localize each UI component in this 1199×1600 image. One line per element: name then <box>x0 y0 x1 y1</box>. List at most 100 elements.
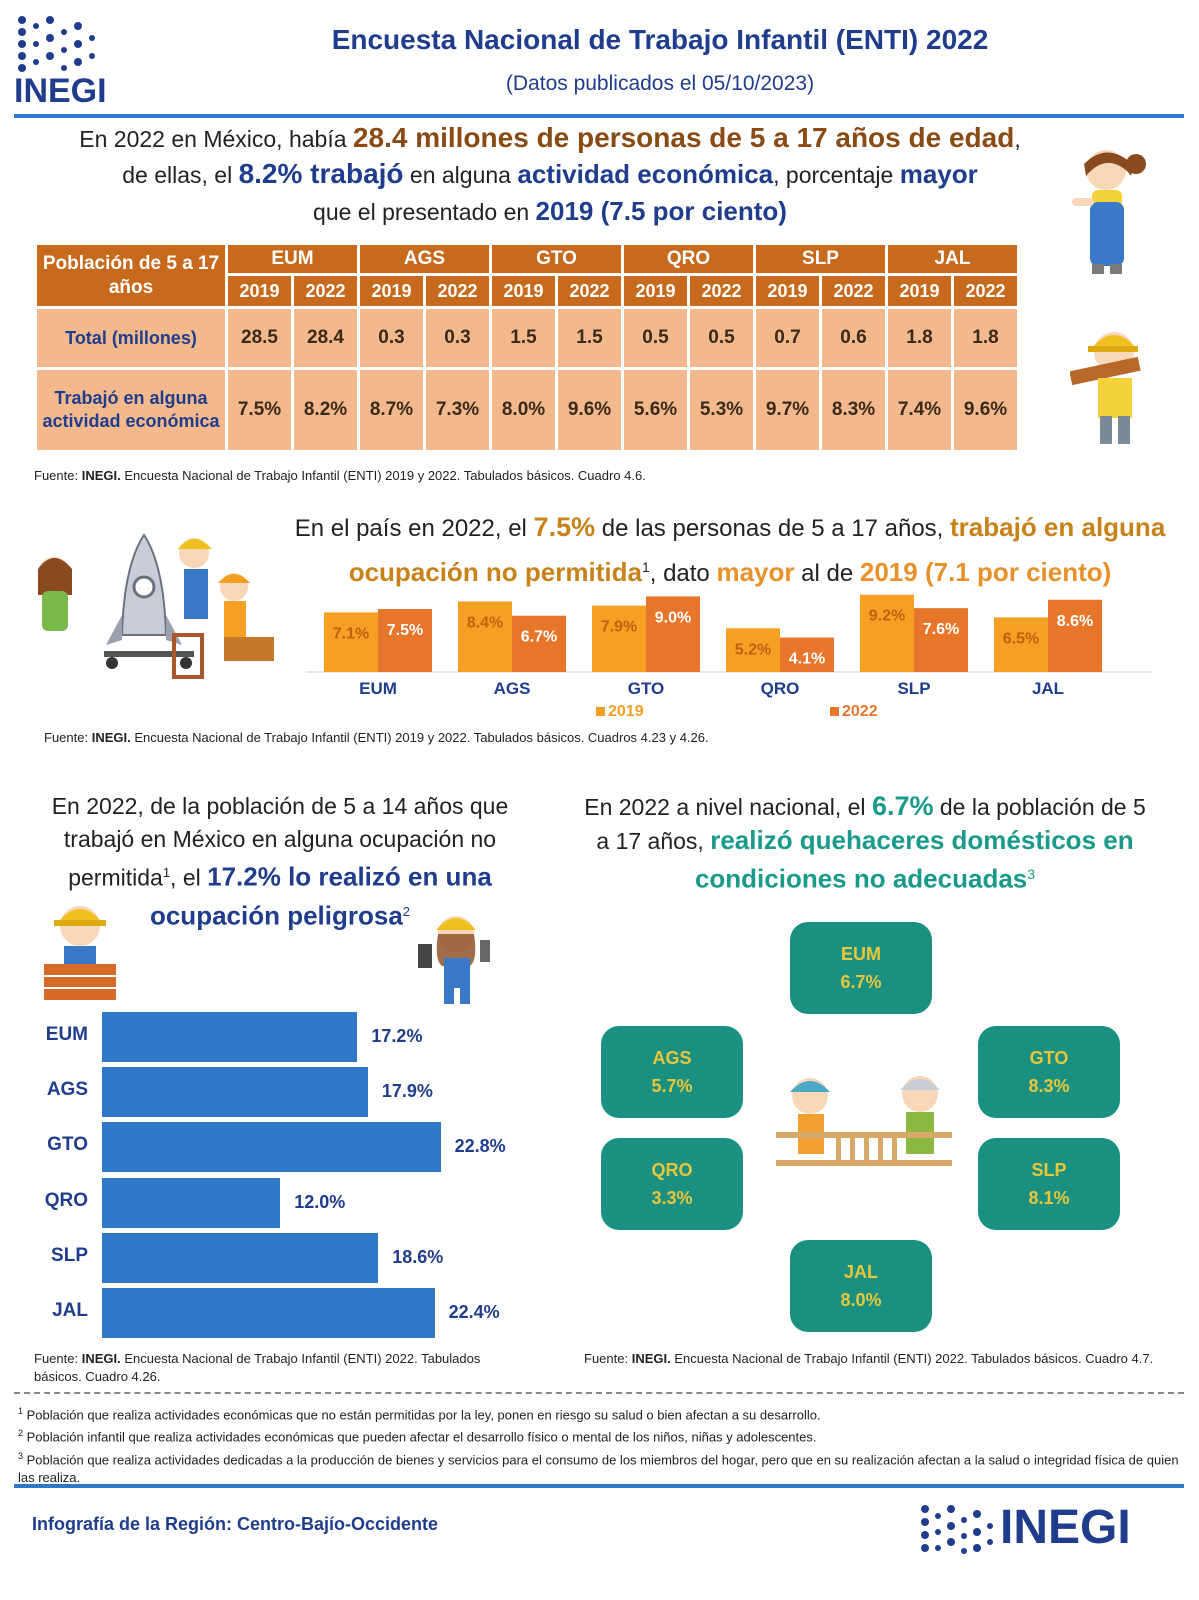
table-cell: 0.6 <box>822 309 885 367</box>
boy-helmet-illustration <box>44 906 116 1000</box>
boy-illustration <box>1070 332 1141 444</box>
footnote-2: 2 Población infantil que realiza activid… <box>18 1428 817 1445</box>
table-cell: 5.3% <box>690 370 753 450</box>
bar-label: 7.6% <box>923 621 959 638</box>
table-year: 2019 <box>624 276 687 306</box>
bar-2022-ags <box>512 615 566 672</box>
hbar-value-label: 18.6% <box>392 1246 444 1267</box>
bar-label: 4.1% <box>789 651 825 668</box>
table-cell: 9.6% <box>558 370 621 450</box>
table-year: 2022 <box>822 276 885 306</box>
table-year: 2022 <box>426 276 489 306</box>
table-year: 2019 <box>492 276 555 306</box>
table-group-qro: QRO <box>624 245 753 273</box>
bar-2019-qro <box>726 628 780 672</box>
notes-divider <box>14 1392 1184 1394</box>
footnote-3: 3 Población que realiza actividades dedi… <box>18 1450 1179 1485</box>
table-cell: 8.3% <box>822 370 885 450</box>
hbar-category-label: JAL <box>52 1300 88 1321</box>
bar-label: 7.5% <box>387 622 423 639</box>
hbar-eum <box>102 1012 358 1062</box>
source-note-boxes: Fuente: INEGI. Encuesta Nacional de Trab… <box>584 1351 1154 1366</box>
table-cell: 5.6% <box>624 370 687 450</box>
bar-label: 6.7% <box>521 629 557 646</box>
hbar-gto <box>102 1122 441 1173</box>
table-cell: 1.8 <box>954 309 1017 367</box>
table-row-label: Total (millones) <box>37 309 225 367</box>
table-cell: 8.7% <box>360 370 423 450</box>
hbar-jal <box>102 1288 435 1338</box>
legend-swatch-2022 <box>830 707 839 716</box>
table-group-ags: AGS <box>360 245 489 273</box>
inegi-logo-dots <box>18 16 95 72</box>
s1-line1: En 2022 en México, había 28.4 millones d… <box>79 122 1021 153</box>
s2-headline: En el país en 2022, el 7.5% de las perso… <box>294 512 1166 587</box>
bar-2022-gto <box>646 596 700 672</box>
table-year: 2022 <box>294 276 357 306</box>
legend-label-2022: 2022 <box>842 703 878 720</box>
footer-divider <box>14 1484 1184 1488</box>
x-tick-label: JAL <box>1032 679 1064 698</box>
hbar-value-label: 22.4% <box>448 1302 500 1322</box>
bar-2019-slp <box>860 594 914 672</box>
table-cell: 7.4% <box>888 370 951 450</box>
hbar-ags <box>102 1067 368 1118</box>
bar-label: 7.9% <box>601 619 637 636</box>
table-header-label: Población de 5 a 17 años <box>37 245 225 306</box>
box-gto: GTO 8.3% <box>978 1026 1120 1118</box>
hbar-value-label: 17.9% <box>381 1081 433 1102</box>
bar-2022-jal <box>1048 599 1102 672</box>
table-cell: 1.5 <box>492 309 555 367</box>
table-cell: 9.6% <box>954 370 1017 450</box>
table-cell: 0.3 <box>426 309 489 367</box>
hbar-slp <box>102 1232 379 1283</box>
table-cell: 8.2% <box>294 370 357 450</box>
table-cell: 0.5 <box>624 309 687 367</box>
table-year: 2022 <box>690 276 753 306</box>
footnote-1: 1 Población que realiza actividades econ… <box>18 1406 821 1423</box>
bar-label: 9.2% <box>869 608 905 625</box>
hbar-value-label: 22.8% <box>454 1136 506 1157</box>
bar-2022-eum <box>378 609 432 672</box>
bar-label: 7.1% <box>333 625 369 642</box>
bar-label: 8.6% <box>1057 613 1093 630</box>
hbar-category-label: AGS <box>46 1079 88 1101</box>
hbar-category-label: QRO <box>44 1189 88 1211</box>
s3-headline: En 2022, de la población de 5 a 14 años … <box>51 793 509 931</box>
table-row-label: Trabajó en alguna actividad económica <box>37 370 225 450</box>
x-tick-label: AGS <box>494 679 531 698</box>
table-year: 2019 <box>360 276 423 306</box>
table-year: 2022 <box>954 276 1017 306</box>
box-jal: JAL 8.0% <box>790 1240 932 1332</box>
box-slp: SLP 8.1% <box>978 1138 1120 1230</box>
girl-helmet-illustration <box>418 916 490 1004</box>
table-cell: 0.5 <box>690 309 753 367</box>
page-title: Encuesta Nacional de Trabajo Infantil (E… <box>331 24 989 55</box>
header-divider <box>14 114 1184 118</box>
table-group-jal: JAL <box>888 245 1017 273</box>
table-year: 2019 <box>888 276 951 306</box>
table-year: 2022 <box>558 276 621 306</box>
box-ags: AGS 5.7% <box>601 1026 743 1118</box>
bar-2019-gto <box>592 605 646 672</box>
source-note-chart: Fuente: INEGI. Encuesta Nacional de Trab… <box>44 730 709 745</box>
bar-2019-eum <box>324 612 378 672</box>
source-note-table: Fuente: INEGI. Encuesta Nacional de Trab… <box>34 468 646 483</box>
bar-2019-jal <box>994 617 1048 672</box>
x-tick-label: SLP <box>897 679 930 698</box>
bar-label: 8.4% <box>467 614 503 631</box>
population-table: Población de 5 a 17 años EUM AGS GTO QRO… <box>34 242 1020 453</box>
bar-label: 9.0% <box>655 609 691 626</box>
table-cell: 9.7% <box>756 370 819 450</box>
box-qro: QRO 3.3% <box>601 1138 743 1230</box>
x-tick-label: EUM <box>359 679 397 698</box>
box-eum: EUM 6.7% <box>790 922 932 1014</box>
bar-label: 5.2% <box>735 641 771 658</box>
hbar-qro <box>102 1177 281 1228</box>
bar-label: 6.5% <box>1003 630 1039 647</box>
table-cell: 1.5 <box>558 309 621 367</box>
ocupacion-no-permitida-chart: 7.1% 7.5% EUM 8.4% 6.7% AGS 7.9% 9.0% GTO 5.2% 4.1… <box>306 594 1152 720</box>
table-cell: 28.5 <box>228 309 291 367</box>
footnotes: 1 Población que realiza actividades econ… <box>18 1402 1188 1487</box>
table-cell: 7.5% <box>228 370 291 450</box>
